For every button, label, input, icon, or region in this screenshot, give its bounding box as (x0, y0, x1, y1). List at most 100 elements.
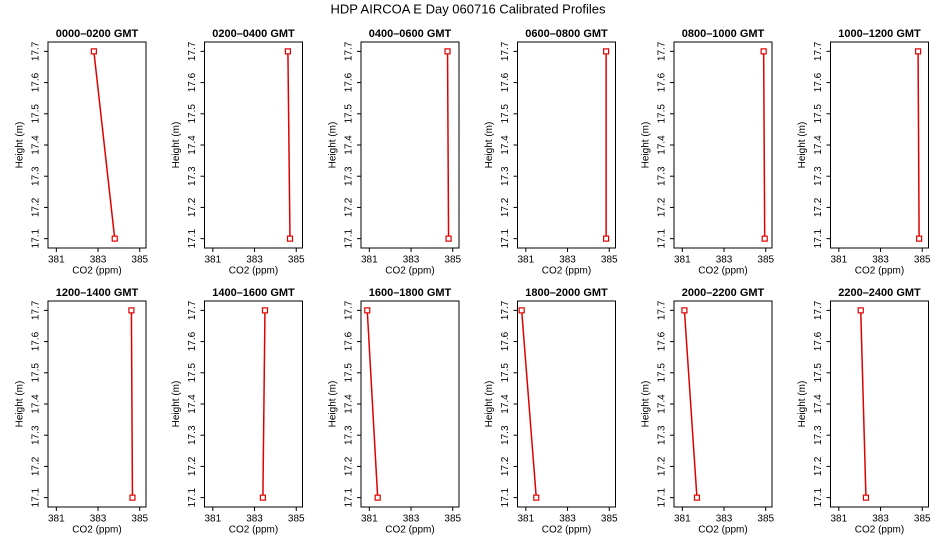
y-tick-label: 17.1 (813, 228, 824, 248)
profile-point (286, 235, 294, 242)
y-tick-label: 17.1 (187, 487, 198, 507)
y-tick-label: 17.3 (344, 166, 355, 186)
y-axis-label: Height (m) (797, 381, 808, 428)
y-tick-label: 17.2 (813, 197, 824, 217)
y-tick-label: 17.4 (344, 394, 355, 414)
y-tick-label: 17.2 (344, 456, 355, 476)
y-tick-label: 17.1 (31, 487, 42, 507)
y-axis-label: Height (m) (641, 381, 652, 428)
y-tick-label: 17.5 (344, 363, 355, 383)
y-tick-label: 17.2 (657, 456, 668, 476)
y-tick-label: 17.7 (187, 300, 198, 320)
profile-line (446, 51, 450, 239)
y-tick-label: 17.5 (500, 363, 511, 383)
x-tick-label: 385 (601, 255, 618, 266)
y-tick-label: 17.3 (344, 425, 355, 445)
y-tick-label: 17.7 (31, 300, 42, 320)
y-tick-label: 17.2 (657, 197, 668, 217)
profile-line (287, 51, 291, 239)
x-tick-label: 385 (131, 514, 148, 525)
y-axis-label: Height (m) (15, 381, 26, 428)
y-tick-label: 17.7 (657, 41, 668, 61)
y-tick-label: 17.2 (813, 456, 824, 476)
panel-title: 2000–2200 GMT (682, 287, 765, 299)
y-axis-label: Height (m) (15, 122, 26, 169)
y-tick-label: 17.7 (657, 300, 668, 320)
panel-title: 0600–0800 GMT (525, 28, 608, 40)
y-axis-label: Height (m) (797, 122, 808, 169)
profile-line (683, 310, 698, 498)
y-tick-label: 17.7 (500, 300, 511, 320)
y-tick-label: 17.1 (657, 487, 668, 507)
y-axis-label: Height (m) (484, 381, 495, 428)
page-title: HDP AIRCOA E Day 060716 Calibrated Profi… (330, 1, 606, 16)
y-tick-label: 17.4 (657, 394, 668, 414)
plot-frame (517, 41, 616, 249)
profile-line (917, 51, 920, 239)
x-tick-label: 381 (48, 514, 65, 525)
x-tick-label: 385 (601, 514, 618, 525)
y-tick-label: 17.7 (500, 41, 511, 61)
panel-title: 0200–0400 GMT (212, 28, 295, 40)
y-tick-label: 17.4 (187, 394, 198, 414)
y-tick-label: 17.6 (187, 331, 198, 351)
y-tick-label: 17.6 (344, 331, 355, 351)
y-tick-label: 17.6 (813, 72, 824, 92)
x-tick-label: 383 (403, 514, 420, 525)
x-tick-label: 381 (48, 255, 65, 266)
y-tick-label: 17.3 (31, 166, 42, 186)
plot-frame (673, 300, 773, 508)
x-axis-label: CO2 (ppm) (229, 266, 278, 277)
x-tick-label: 383 (872, 255, 889, 266)
profile-point (129, 494, 136, 501)
x-tick-label: 383 (716, 255, 733, 266)
y-tick-label: 17.2 (31, 456, 42, 476)
x-axis-label: CO2 (ppm) (855, 525, 904, 536)
x-tick-label: 385 (444, 514, 461, 525)
x-axis-label: CO2 (ppm) (385, 525, 434, 536)
profile-line (366, 310, 379, 498)
y-tick-label: 17.7 (31, 41, 42, 61)
profile-line (520, 310, 538, 498)
profile-line (262, 310, 266, 498)
y-tick-label: 17.7 (187, 41, 198, 61)
x-tick-label: 383 (246, 255, 263, 266)
y-tick-label: 17.4 (657, 135, 668, 155)
y-tick-label: 17.2 (500, 456, 511, 476)
x-tick-label: 383 (716, 514, 733, 525)
panel-title: 1000–1200 GMT (838, 28, 921, 40)
y-tick-label: 17.1 (500, 487, 511, 507)
y-tick-label: 17.4 (31, 394, 42, 414)
y-tick-label: 17.6 (344, 72, 355, 92)
y-tick-label: 17.2 (187, 197, 198, 217)
y-tick-label: 17.4 (187, 135, 198, 155)
y-axis-label: Height (m) (484, 122, 495, 169)
plot-frame (517, 300, 616, 508)
y-tick-label: 17.1 (344, 228, 355, 248)
x-tick-label: 385 (757, 514, 774, 525)
y-tick-label: 17.5 (31, 104, 42, 124)
panel-title: 1400–1600 GMT (212, 287, 295, 299)
profile-point (364, 307, 371, 314)
y-tick-label: 17.5 (813, 363, 824, 383)
x-tick-label: 381 (830, 255, 847, 266)
y-tick-label: 17.2 (344, 197, 355, 217)
y-tick-label: 17.6 (813, 331, 824, 351)
panel-title: 1200–1400 GMT (56, 287, 139, 299)
x-tick-label: 383 (559, 255, 576, 266)
y-tick-label: 17.3 (187, 166, 198, 186)
x-tick-label: 385 (288, 255, 305, 266)
y-tick-label: 17.6 (657, 72, 668, 92)
profile-point (533, 494, 540, 501)
y-tick-label: 17.5 (187, 363, 198, 383)
y-axis-label: Height (m) (328, 381, 339, 428)
y-tick-label: 17.3 (813, 425, 824, 445)
x-tick-label: 383 (90, 514, 107, 525)
x-tick-label: 383 (872, 514, 889, 525)
x-axis-label: CO2 (ppm) (229, 525, 278, 536)
y-tick-label: 17.4 (500, 135, 511, 155)
y-tick-label: 17.6 (500, 72, 511, 92)
y-tick-label: 17.5 (187, 104, 198, 124)
x-tick-label: 381 (830, 514, 847, 525)
